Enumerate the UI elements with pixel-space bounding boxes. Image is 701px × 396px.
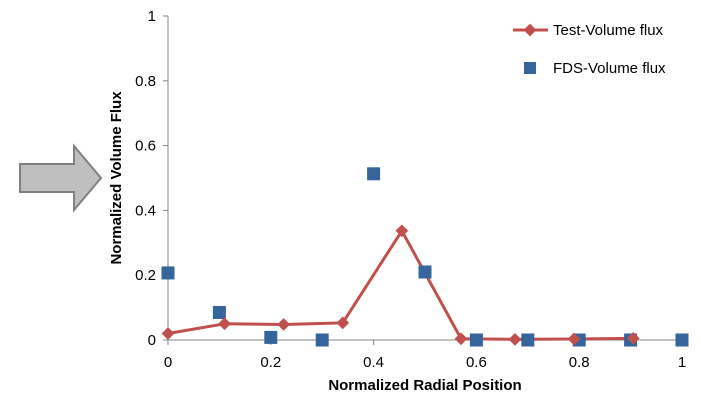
fds-point: [469, 333, 483, 347]
test-point: [336, 316, 350, 330]
right-arrow-icon: [19, 143, 103, 213]
y-tick-label: 0.2: [135, 267, 156, 284]
y-tick-label: 0.8: [135, 73, 156, 90]
x-tick-label: 0: [164, 354, 172, 371]
fds-point: [521, 333, 535, 347]
fds-point: [264, 330, 278, 344]
fds-point: [367, 167, 381, 181]
legend: Test-Volume flux FDS-Volume flux: [513, 22, 666, 77]
test-point: [454, 332, 468, 346]
fds-point: [418, 265, 432, 279]
fds-point: [161, 266, 175, 280]
test-series-line-group: [167, 229, 634, 341]
y-tick-label: 0.4: [135, 202, 156, 219]
test-point: [277, 318, 291, 331]
axis-tick-labels: 0 0.2 0.4 0.6 0.8 1 0 0.2 0.4 0.6 0.8 1: [135, 8, 686, 371]
y-tick-label: 0: [148, 332, 156, 349]
test-point: [218, 317, 231, 331]
test-point: [161, 327, 175, 340]
x-tick-label: 0.8: [569, 354, 590, 371]
test-point: [508, 332, 522, 346]
x-tick-label: 0.2: [260, 354, 281, 371]
y-tick-label: 0.6: [135, 138, 156, 155]
x-tick-label: 0.4: [363, 354, 384, 371]
series-marker-group: [161, 167, 689, 347]
y-tick-label: 1: [148, 8, 156, 25]
fds-point: [315, 333, 329, 347]
test-point: [395, 224, 409, 238]
legend-fds-square: [524, 62, 536, 74]
legend-fds-label: FDS-Volume flux: [553, 60, 666, 77]
y-axis-title: Normalized Volume Flux: [108, 91, 125, 265]
x-tick-label: 0.6: [466, 354, 487, 371]
x-tick-label: 1: [678, 354, 686, 371]
legend-test-label: Test-Volume flux: [553, 22, 664, 39]
legend-test-diamond: [523, 23, 537, 37]
test-series-line: [167, 229, 634, 341]
fds-point: [675, 333, 689, 347]
x-axis-title: Normalized Radial Position: [328, 377, 521, 394]
fds-point: [212, 305, 226, 319]
